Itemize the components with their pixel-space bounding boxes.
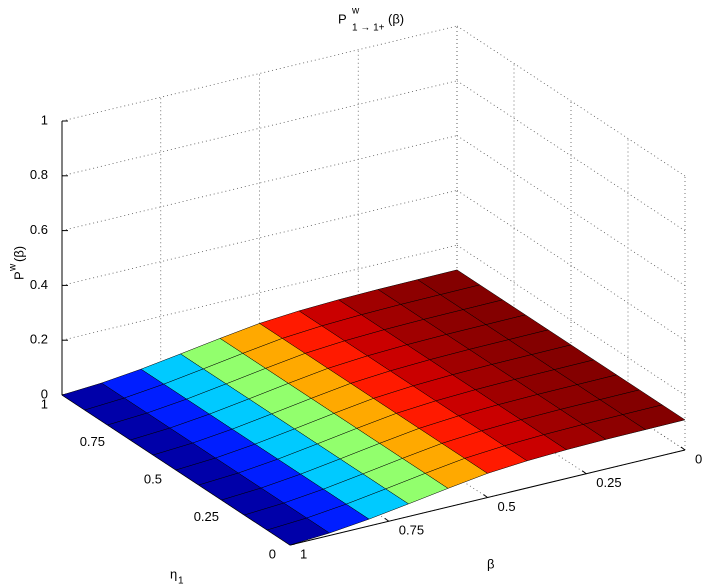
y-tick-label: 1: [41, 396, 48, 411]
title-sub: 1 → 1+: [352, 23, 385, 34]
x-label: β: [487, 556, 494, 571]
y-tick-label: 0: [269, 546, 276, 561]
tick-mark: [680, 446, 686, 451]
x-tick-label: 0: [695, 451, 702, 466]
title: P w 1 → 1+ (β): [338, 6, 404, 34]
z-tick-label: 0.2: [30, 332, 48, 347]
grid-line: [456, 244, 686, 396]
z-label: P w (β): [8, 246, 27, 280]
y-label-sub: 1: [178, 576, 184, 585]
z-label-text: P: [11, 271, 26, 280]
y-tick-label: 0.25: [194, 509, 219, 524]
x-tick-label: 0.25: [596, 475, 621, 490]
title-sup: w: [351, 6, 360, 17]
title-text: P: [338, 11, 347, 26]
z-tick-label: 0.6: [30, 222, 48, 237]
x-tick-label: 1: [300, 546, 307, 561]
y-label-text: η: [170, 566, 177, 581]
title-tail: (β): [388, 11, 404, 26]
x-tick-label: 0.75: [399, 523, 424, 538]
y-label: η 1: [170, 566, 184, 585]
grid-line: [456, 190, 686, 341]
tick-mark: [483, 494, 488, 498]
y-tick-label: 0.75: [80, 434, 105, 449]
surface-cell: [266, 517, 331, 546]
grid-line: [456, 25, 686, 177]
grid-line: [456, 80, 686, 232]
y-tick-label: 0.5: [144, 471, 162, 486]
z-label-tail: (β): [11, 246, 26, 262]
z-tick-label: 0: [41, 386, 48, 401]
tick-mark: [384, 517, 390, 522]
z-label-sup: w: [8, 263, 19, 272]
z-tick-label: 0.4: [30, 277, 48, 292]
x-tick-label: 0.5: [498, 499, 516, 514]
z-tick-label: 0.8: [30, 167, 48, 182]
tick-mark: [581, 470, 587, 475]
z-tick-label: 1: [41, 112, 48, 127]
